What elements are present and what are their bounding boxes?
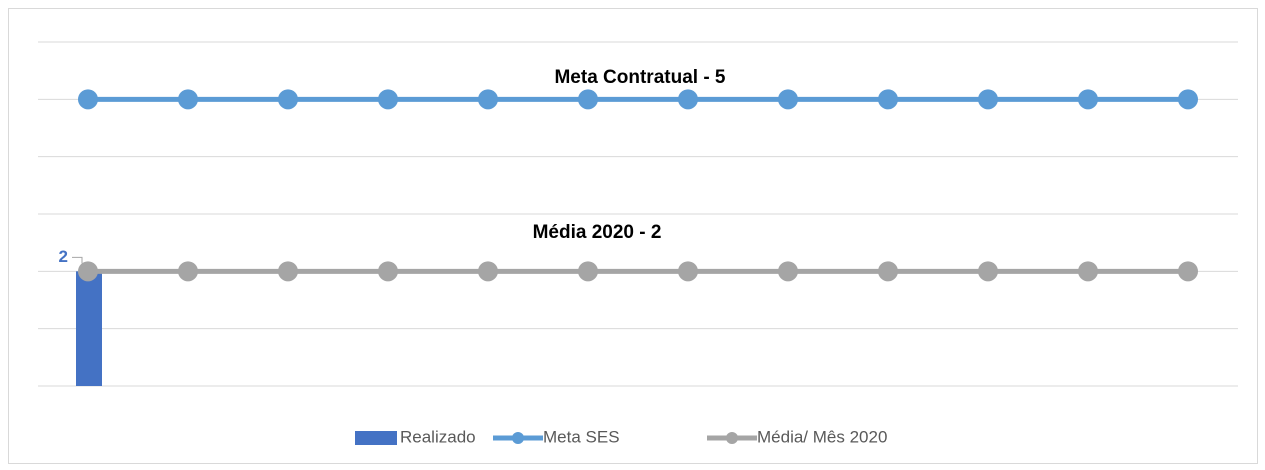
- chart-border: [8, 8, 1258, 464]
- legend-swatch: [726, 432, 738, 444]
- marker: [1178, 89, 1198, 110]
- marker: [778, 89, 798, 110]
- marker: [78, 89, 98, 110]
- marker: [678, 261, 698, 282]
- legend-label: Realizado: [400, 427, 476, 446]
- marker: [278, 89, 298, 110]
- marker: [578, 89, 598, 110]
- marker: [178, 89, 198, 110]
- marker: [1078, 89, 1098, 110]
- marker: [278, 261, 298, 282]
- marker: [578, 261, 598, 282]
- marker: [978, 261, 998, 282]
- annotation: Meta Contratual - 5: [554, 67, 725, 88]
- marker: [678, 89, 698, 110]
- legend-label: Média/ Mês 2020: [757, 427, 887, 446]
- leader-line: [72, 256, 83, 264]
- marker: [1078, 261, 1098, 282]
- marker: [978, 89, 998, 110]
- marker: [78, 261, 98, 282]
- marker: [378, 261, 398, 282]
- marker: [778, 261, 798, 282]
- legend-swatch: [355, 431, 397, 445]
- marker: [878, 89, 898, 110]
- data-label: 2: [59, 247, 68, 266]
- marker: [1178, 261, 1198, 282]
- marker: [378, 89, 398, 110]
- marker: [178, 261, 198, 282]
- bar: [76, 271, 102, 386]
- legend-swatch: [512, 432, 524, 444]
- annotation: Média 2020 - 2: [533, 222, 662, 243]
- marker: [478, 261, 498, 282]
- marker: [878, 261, 898, 282]
- marker: [478, 89, 498, 110]
- legend-label: Meta SES: [543, 427, 620, 446]
